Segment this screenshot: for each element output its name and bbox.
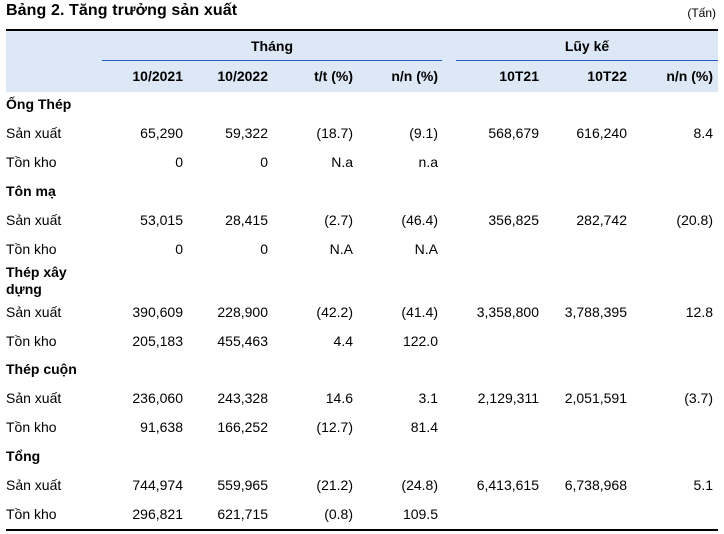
table-cell: 243,328 [217,390,268,406]
table-cell: (9.1) [409,125,438,141]
top-rule [6,29,718,31]
table-cell: 122.0 [402,333,438,349]
section-heading: Ống Thép [6,96,72,112]
table-cell: 166,252 [217,419,268,435]
table-cell: 282,742 [576,212,627,228]
table-cell: 81.4 [410,419,438,435]
table-cell: 0 [260,241,268,257]
table-cell: 616,240 [576,125,627,141]
table-cell: (46.4) [401,212,438,228]
table-cell: 3.1 [418,390,438,406]
table-cell: 0 [175,154,183,170]
month-group-header: Tháng [251,38,293,54]
table-cell: 12.8 [685,304,713,320]
column-header: 10T22 [587,68,627,84]
table-cell: (18.7) [316,125,353,141]
row-label: Tồn kho [6,333,57,349]
table-cell: 205,183 [132,333,183,349]
table-cell: 236,060 [132,390,183,406]
table-cell: N.a [331,154,353,170]
table-cell: 390,609 [132,304,183,320]
month-group-underline [102,60,442,61]
table-cell: 6,738,968 [564,477,627,493]
row-label: Sản xuất [6,477,62,493]
table-cell: 59,322 [225,125,268,141]
table-cell: (0.8) [324,506,353,522]
column-header: n/n (%) [391,68,438,84]
row-label: Sản xuất [6,390,62,406]
table-cell: 0 [260,154,268,170]
column-header: t/t (%) [314,68,353,84]
column-header: 10/2021 [132,68,183,84]
table-cell: 3,788,395 [564,304,627,320]
table-cell: 4.4 [333,333,353,349]
table-cell: N.A [414,241,438,257]
table-cell: 559,965 [217,477,268,493]
column-header: 10/2022 [217,68,268,84]
section-heading: Tổng [6,448,41,464]
column-header: n/n (%) [666,68,713,84]
table-cell: (2.7) [324,212,353,228]
table-cell: N.A [329,241,353,257]
table-cell: (41.4) [401,304,438,320]
cumulative-group-underline [456,60,718,61]
table-cell: 455,463 [217,333,268,349]
unit-label: (Tấn) [687,6,716,20]
table-cell: (12.7) [316,419,353,435]
table-cell: 14.6 [325,390,353,406]
section-heading: Tôn mạ [6,183,56,199]
table-cell: 2,129,311 [477,390,539,406]
row-label: Tồn kho [6,241,57,257]
table-cell: (3.7) [684,390,713,406]
table-cell: 53,015 [140,212,183,228]
table-cell: 5.1 [693,477,713,493]
row-label: Sản xuất [6,304,62,320]
bottom-rule [6,529,718,531]
table-cell: 65,290 [140,125,183,141]
table-cell: 91,638 [140,419,183,435]
table-cell: 28,415 [225,212,268,228]
row-label: Sản xuất [6,125,62,141]
cumulative-group-header: Lũy kế [564,38,610,54]
table-cell: 2,051,591 [564,390,627,406]
row-label: Sản xuất [6,212,62,228]
table-cell: 3,358,800 [476,304,539,320]
table-cell: 8.4 [693,125,713,141]
table-title: Bảng 2. Tăng trưởng sản xuất [6,2,238,19]
table-cell: 228,900 [217,304,268,320]
table-cell: n.a [418,154,438,170]
table-cell: 0 [175,241,183,257]
column-header: 10T21 [499,68,539,84]
row-label: Tồn kho [6,419,57,435]
section-heading: Thép xây dựng [6,264,67,297]
table-cell: 296,821 [132,506,183,522]
table-cell: (42.2) [316,304,353,320]
table-cell: (21.2) [316,477,353,493]
table-cell: 744,974 [132,477,183,493]
table-cell: (24.8) [401,477,438,493]
section-heading: Thép cuộn [6,361,77,377]
row-label: Tồn kho [6,154,57,170]
table-cell: (20.8) [676,212,713,228]
table-cell: 109.5 [402,506,438,522]
table-cell: 356,825 [488,212,539,228]
table-cell: 621,715 [217,506,268,522]
table-cell: 568,679 [488,125,539,141]
table-cell: 6,413,615 [476,477,539,493]
row-label: Tồn kho [6,506,57,522]
